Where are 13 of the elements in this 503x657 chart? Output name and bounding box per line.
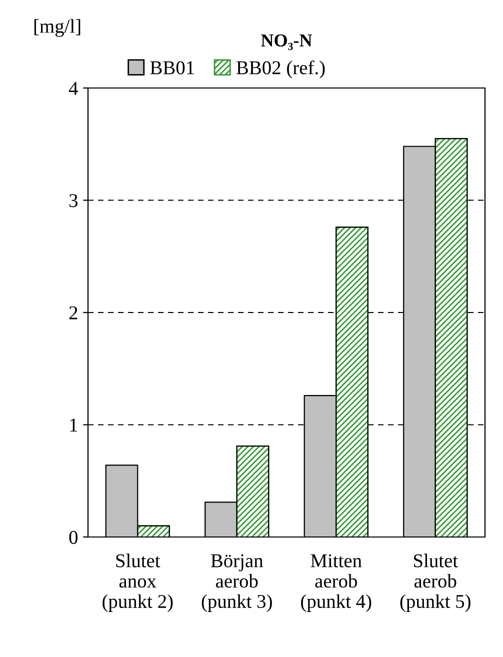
x-tick-label: Slutet anox (punkt 2) [102,554,173,612]
x-tick-label: Början aerob (punkt 3) [202,554,272,612]
y-axis-title: [mg/l] [34,19,80,37]
y-tick-label: 3 [69,194,78,208]
y-tick-label: 2 [69,306,78,320]
legend-label: BB01 [150,61,194,74]
y-tick-label: 1 [70,418,78,432]
y-tick-label: 4 [68,82,78,95]
x-tick-label: Mitten aerob (punkt 4) [301,554,372,612]
chart-title: NO₃-N [261,34,312,50]
x-tick-label: Slutet aerob (punkt 5) [400,554,470,612]
legend-label: BB02 (ref.) [236,60,325,78]
y-tick-label: 0 [69,530,78,544]
